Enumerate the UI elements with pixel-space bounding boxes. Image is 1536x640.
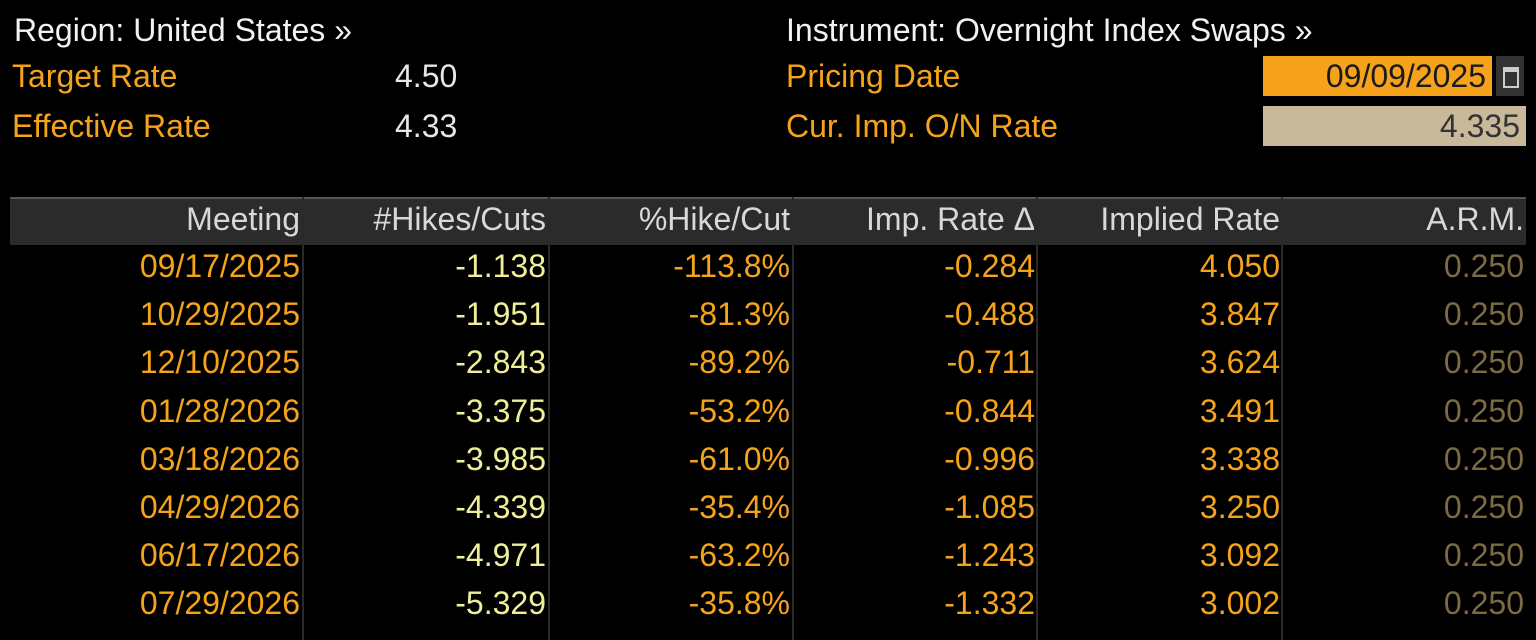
column-separator xyxy=(1281,197,1283,640)
table-cell: -1.243 xyxy=(944,537,1035,574)
table-cell: 3.624 xyxy=(1199,344,1280,381)
table-cell: -4.339 xyxy=(455,489,546,525)
column-header[interactable]: #Hikes/Cuts xyxy=(373,201,547,237)
on-rate-box: 4.335 xyxy=(1263,106,1526,146)
table-cell: 0.250 xyxy=(1443,537,1524,574)
meeting-date: 10/29/2025 xyxy=(139,296,300,333)
pricing-date-label: Pricing Date xyxy=(786,58,961,94)
table-cell: -0.844 xyxy=(944,392,1035,429)
column-header[interactable]: Imp. Rate Δ xyxy=(866,201,1035,237)
table-cell: -53.2% xyxy=(688,392,790,429)
table-cell: -0.711 xyxy=(946,344,1035,381)
calendar-button[interactable] xyxy=(1496,56,1524,96)
table-cell: -35.4% xyxy=(688,489,790,525)
on-rate: 4.335 xyxy=(1439,108,1520,144)
meeting-date: 07/29/2026 xyxy=(139,585,300,622)
table-cell: -3.375 xyxy=(455,392,546,429)
table-cell: 3.092 xyxy=(1199,537,1280,574)
table-cell: 0.250 xyxy=(1443,489,1524,525)
column-header[interactable]: Implied Rate xyxy=(1100,201,1280,237)
table-cell: 0.250 xyxy=(1443,392,1524,429)
table-cell: -4.971 xyxy=(455,537,546,574)
table-cell: -2.843 xyxy=(455,344,546,381)
meeting-date: 09/17/2025 xyxy=(139,248,300,284)
table-cell: 3.491 xyxy=(1199,392,1280,429)
table-cell: 3.250 xyxy=(1199,489,1280,525)
column-header[interactable]: Meeting xyxy=(186,201,300,237)
pricing-date: 09/09/2025 xyxy=(1325,58,1486,94)
effective-rate: 4.33 xyxy=(395,108,458,144)
table-cell: 4.050 xyxy=(1199,248,1280,284)
table-cell: -113.8% xyxy=(673,248,790,284)
instrument-selector[interactable]: Instrument: Overnight Index Swaps » xyxy=(786,12,1313,48)
table-cell: -1.138 xyxy=(455,248,546,284)
on-rate-label: Cur. Imp. O/N Rate xyxy=(786,108,1059,144)
column-header[interactable]: A.R.M. xyxy=(1426,201,1524,237)
target-rate: 4.50 xyxy=(395,58,458,94)
table-cell: -5.329 xyxy=(455,585,546,622)
table-cell: 3.847 xyxy=(1199,296,1280,333)
meeting-date: 06/17/2026 xyxy=(139,537,300,574)
table-cell: -0.996 xyxy=(944,440,1035,477)
table-cell: -0.488 xyxy=(944,296,1035,333)
table-cell: 3.338 xyxy=(1199,440,1280,477)
effective-rate-label: Effective Rate xyxy=(12,108,211,144)
table-cell: -63.2% xyxy=(688,537,790,574)
column-header[interactable]: %Hike/Cut xyxy=(638,201,790,237)
table-cell: -1.085 xyxy=(944,489,1035,525)
table-cell: -61.0% xyxy=(688,440,790,477)
table-cell: -0.284 xyxy=(944,248,1035,284)
region-selector[interactable]: Region: United States » xyxy=(14,12,352,48)
table-cell: -81.3% xyxy=(688,296,790,333)
column-separator xyxy=(548,197,550,640)
table-cell: -3.985 xyxy=(455,440,546,477)
target-rate-label: Target Rate xyxy=(12,58,178,94)
table-header xyxy=(10,197,1526,245)
meeting-date: 03/18/2026 xyxy=(139,440,300,477)
table-cell: -1.951 xyxy=(455,296,546,333)
table-cell: 0.250 xyxy=(1443,440,1524,477)
column-separator xyxy=(302,197,304,640)
table-cell: -1.332 xyxy=(944,585,1035,622)
meeting-date: 04/29/2026 xyxy=(139,489,300,525)
table-cell: 0.250 xyxy=(1443,585,1524,622)
table-cell: 0.250 xyxy=(1443,296,1524,333)
pricing-date-input[interactable]: 09/09/2025 xyxy=(1263,56,1492,96)
table-cell: -35.8% xyxy=(688,585,790,622)
table-cell: -89.2% xyxy=(688,344,790,381)
table-cell: 0.250 xyxy=(1443,344,1524,381)
table-cell: 0.250 xyxy=(1443,248,1524,284)
meeting-date: 01/28/2026 xyxy=(139,392,300,429)
table-cell: 3.002 xyxy=(1199,585,1280,622)
column-separator xyxy=(792,197,794,640)
column-separator xyxy=(1036,197,1038,640)
meeting-date: 12/10/2025 xyxy=(139,344,300,381)
